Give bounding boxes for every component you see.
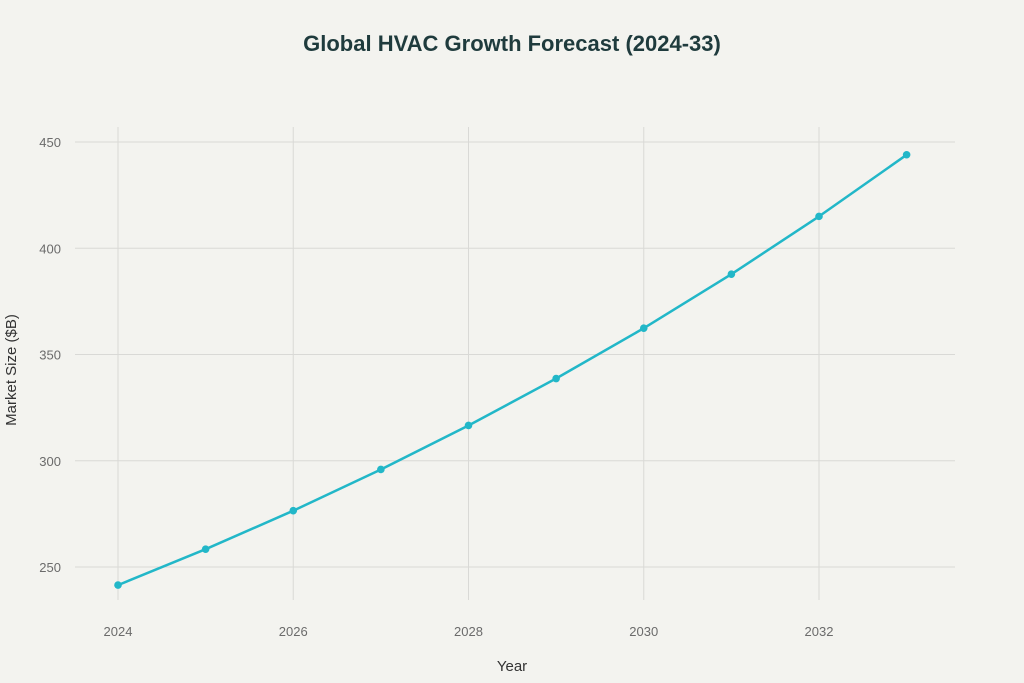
y-tick-label: 350 — [39, 348, 61, 363]
data-point — [289, 506, 298, 515]
x-tick-label: 2024 — [104, 624, 133, 639]
grid — [75, 127, 955, 600]
y-tick-label: 400 — [39, 241, 61, 256]
data-point — [815, 212, 823, 221]
y-tick-label: 300 — [39, 454, 61, 469]
data-point — [464, 421, 473, 430]
data-point — [727, 270, 736, 278]
series-line — [117, 153, 908, 587]
y-axis-label: Market Size ($B) — [3, 314, 20, 426]
series-points — [114, 150, 911, 589]
x-tick-label: 2030 — [629, 624, 658, 639]
y-axis-ticks: 250 300 350 400 450 — [39, 135, 61, 575]
x-tick-label: 2032 — [805, 624, 834, 639]
data-point — [377, 465, 385, 474]
x-tick-label: 2026 — [279, 624, 308, 639]
data-point — [552, 374, 560, 383]
y-tick-label: 450 — [39, 135, 61, 150]
data-point — [114, 581, 122, 589]
data-point — [902, 150, 911, 159]
chart-title: Global HVAC Growth Forecast (2024-33) — [303, 31, 721, 56]
y-tick-label: 250 — [39, 560, 61, 575]
x-tick-label: 2028 — [454, 624, 483, 639]
data-point — [201, 545, 210, 553]
x-axis-label: Year — [497, 658, 527, 675]
data-point — [639, 324, 648, 332]
x-axis-ticks: 2024 2026 2028 2030 2032 — [104, 624, 834, 639]
